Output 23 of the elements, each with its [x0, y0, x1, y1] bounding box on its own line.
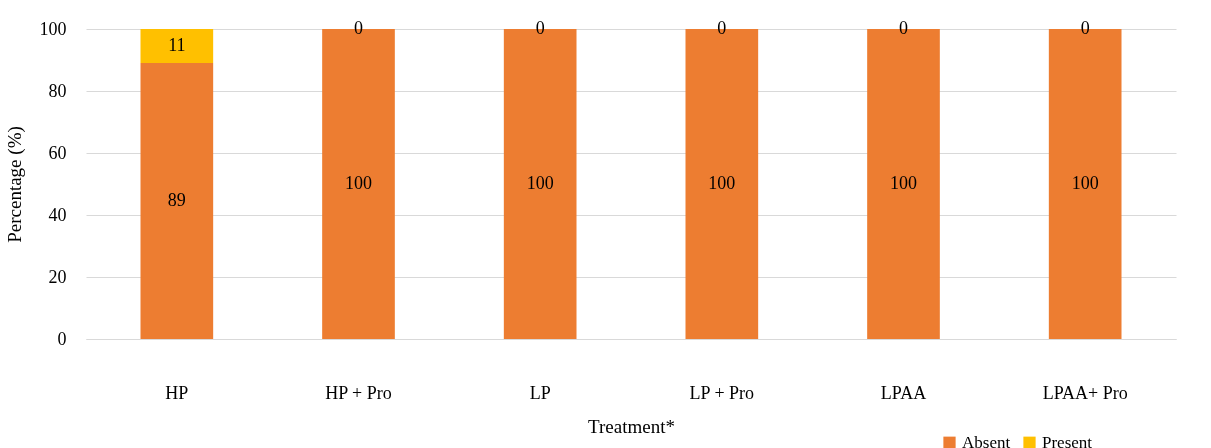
x-tick-label: HP + Pro [325, 382, 392, 403]
y-tick-label: 100 [39, 18, 67, 39]
y-axis-title: Percentage (%) [3, 126, 26, 243]
x-tick-label: LP [529, 382, 551, 403]
y-tick-label: 0 [57, 328, 67, 349]
data-label: 100 [708, 173, 736, 193]
data-label: 89 [167, 190, 186, 211]
y-tick-label: 40 [48, 204, 67, 225]
y-tick-label: 20 [48, 266, 67, 287]
data-label: 100 [345, 173, 372, 193]
x-tick-label: HP [165, 382, 189, 403]
data-label: 100 [1071, 173, 1099, 193]
legend-label: Present [1042, 432, 1093, 448]
data-label: 100 [526, 173, 554, 193]
data-label: 11 [168, 35, 186, 56]
x-axis-title: Treatment* [588, 415, 675, 437]
y-tick-label: 60 [48, 142, 67, 163]
x-tick-label: LPAA [880, 382, 927, 403]
x-tick-label: LP + Pro [689, 382, 755, 403]
x-tick-label: LPAA+ Pro [1042, 382, 1128, 403]
y-tick-label: 80 [48, 80, 67, 101]
legend-label: Absent [962, 432, 1011, 448]
data-label: 100 [890, 173, 917, 193]
